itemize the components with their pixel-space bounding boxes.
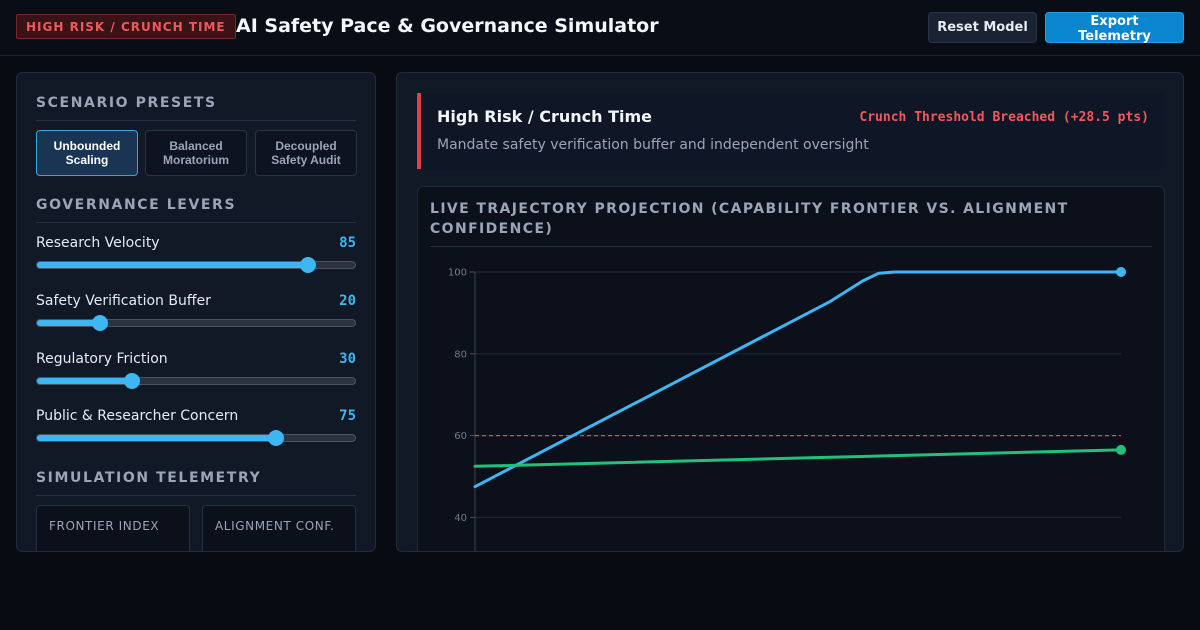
governance-levers-heading: GOVERNANCE LEVERS xyxy=(36,197,356,223)
frontier-endpoint xyxy=(1116,267,1126,277)
y-tick-label: 40 xyxy=(454,513,467,524)
research-velocity-slider[interactable] xyxy=(36,261,356,269)
scenario-presets-heading: SCENARIO PRESETS xyxy=(36,95,356,121)
y-tick-label: 80 xyxy=(454,349,467,360)
lever-value: 75 xyxy=(339,408,356,424)
frontier-index-label: FRONTIER INDEX xyxy=(49,519,160,533)
slider-fill xyxy=(37,320,101,326)
lever-regulatory-friction: Regulatory Friction 30 xyxy=(36,351,356,395)
slider-thumb[interactable] xyxy=(268,430,284,446)
regulatory-friction-slider[interactable] xyxy=(36,377,356,385)
trajectory-chart: 100 80 60 40 xyxy=(448,267,1126,551)
lever-value: 20 xyxy=(339,293,356,309)
lever-label: Research Velocity xyxy=(36,235,160,251)
alignment-series-line xyxy=(473,448,1123,468)
chart-title: LIVE TRAJECTORY PROJECTION (CAPABILITY F… xyxy=(430,199,1152,247)
lever-label: Regulatory Friction xyxy=(36,351,168,367)
slider-thumb[interactable] xyxy=(124,373,140,389)
lever-safety-verification-buffer: Safety Verification Buffer 20 xyxy=(36,293,356,337)
lever-label: Safety Verification Buffer xyxy=(36,293,211,309)
control-panel: SCENARIO PRESETS Unbounded Scaling Balan… xyxy=(16,72,376,552)
preset-balanced-moratorium-button[interactable]: Balanced Moratorium xyxy=(145,130,247,176)
risk-status-badge: HIGH RISK / CRUNCH TIME xyxy=(16,14,236,39)
simulation-telemetry-heading: SIMULATION TELEMETRY xyxy=(36,470,356,496)
safety-verification-buffer-slider[interactable] xyxy=(36,319,356,327)
preset-decoupled-safety-audit-button[interactable]: Decoupled Safety Audit xyxy=(255,130,357,176)
alert-recommendation: Mandate safety verification buffer and i… xyxy=(437,137,869,153)
trajectory-chart-card: LIVE TRAJECTORY PROJECTION (CAPABILITY F… xyxy=(417,186,1165,551)
alert-title: High Risk / Crunch Time xyxy=(437,107,653,126)
slider-fill xyxy=(37,378,133,384)
app-title: AI Safety Pace & Governance Simulator xyxy=(236,15,659,37)
export-telemetry-button[interactable]: Export Telemetry xyxy=(1045,12,1184,44)
alert-threshold-status: Crunch Threshold Breached (+28.5 pts) xyxy=(859,110,1149,125)
risk-alert: High Risk / Crunch Time Crunch Threshold… xyxy=(417,93,1165,169)
y-tick-label: 100 xyxy=(448,268,467,279)
alignment-endpoint xyxy=(1116,444,1126,455)
lever-label: Public & Researcher Concern xyxy=(36,408,239,424)
lever-value: 85 xyxy=(339,235,356,251)
projection-panel: High Risk / Crunch Time Crunch Threshold… xyxy=(396,72,1184,552)
y-tick-label: 60 xyxy=(454,431,467,442)
reset-model-button[interactable]: Reset Model xyxy=(928,12,1037,43)
alignment-confidence-card: ALIGNMENT CONF. xyxy=(202,505,356,551)
alignment-confidence-label: ALIGNMENT CONF. xyxy=(215,519,335,533)
lever-value: 30 xyxy=(339,351,356,367)
lever-public-researcher-concern: Public & Researcher Concern 75 xyxy=(36,408,356,452)
slider-thumb[interactable] xyxy=(92,315,108,331)
preset-unbounded-scaling-button[interactable]: Unbounded Scaling xyxy=(36,130,138,176)
public-researcher-concern-slider[interactable] xyxy=(36,434,356,442)
frontier-series-line xyxy=(473,270,1123,489)
top-bar: HIGH RISK / CRUNCH TIME AI Safety Pace &… xyxy=(0,0,1200,56)
lever-research-velocity: Research Velocity 85 xyxy=(36,235,356,279)
frontier-index-card: FRONTIER INDEX xyxy=(36,505,190,551)
slider-fill xyxy=(37,262,309,268)
slider-fill xyxy=(37,435,277,441)
slider-thumb[interactable] xyxy=(300,257,316,273)
